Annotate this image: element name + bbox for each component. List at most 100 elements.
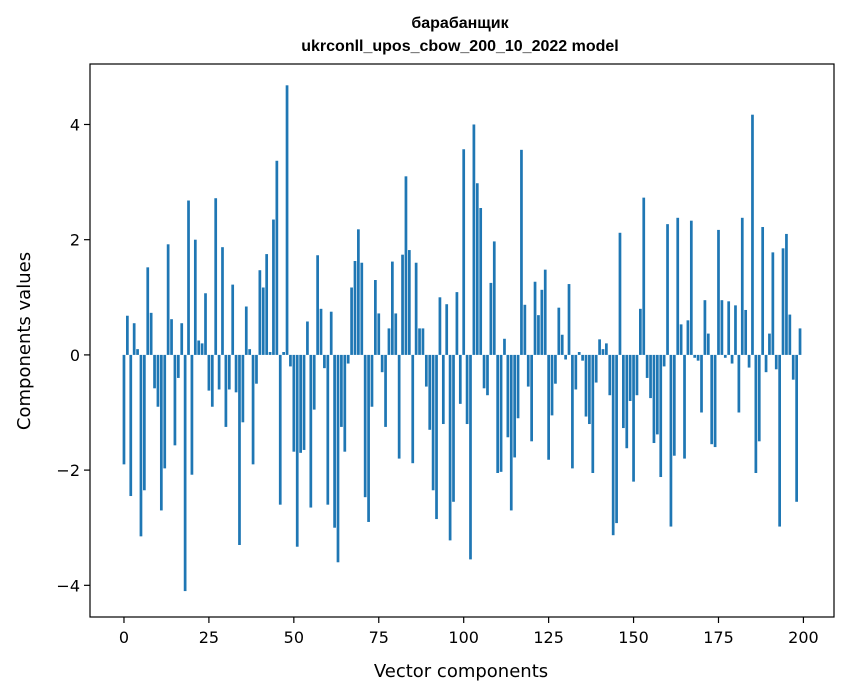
- y-tick-label: −2: [56, 461, 80, 480]
- bar: [187, 200, 190, 355]
- bar: [316, 255, 319, 355]
- bar: [227, 354, 231, 390]
- bar: [428, 354, 432, 430]
- bar: [601, 349, 605, 355]
- x-tick-label: 175: [703, 628, 734, 647]
- bar: [414, 262, 418, 355]
- bar: [261, 287, 265, 355]
- bar: [594, 354, 598, 383]
- bar: [761, 227, 765, 355]
- bar: [740, 217, 744, 355]
- bar: [302, 354, 306, 450]
- bar: [404, 176, 408, 355]
- bar: [645, 354, 649, 378]
- bar: [255, 354, 258, 384]
- bar: [224, 354, 228, 427]
- bar: [496, 354, 500, 473]
- bar: [649, 354, 652, 399]
- bar: [377, 313, 381, 355]
- bar: [309, 354, 313, 508]
- bar: [516, 354, 520, 419]
- bar: [652, 354, 656, 444]
- bar: [289, 354, 292, 367]
- bar: [520, 149, 523, 355]
- bar: [628, 354, 632, 401]
- bar: [560, 334, 564, 355]
- bar: [387, 328, 391, 355]
- bar: [689, 220, 693, 355]
- bar: [509, 354, 513, 511]
- bar: [411, 354, 415, 464]
- bar: [126, 315, 129, 355]
- bar: [639, 308, 642, 355]
- bar: [159, 354, 163, 511]
- bar: [720, 300, 724, 355]
- x-tick-label: 125: [533, 628, 564, 647]
- bar: [472, 124, 476, 355]
- y-tick-label: 0: [70, 346, 80, 365]
- bar: [584, 354, 588, 417]
- bar: [608, 354, 612, 396]
- bar: [754, 354, 758, 473]
- bar: [622, 354, 625, 429]
- bar: [129, 354, 133, 497]
- bar: [204, 293, 207, 355]
- bar: [374, 280, 377, 355]
- bar: [340, 354, 343, 427]
- bar: [166, 244, 170, 355]
- bar: [615, 354, 618, 524]
- bar: [642, 197, 646, 355]
- bar: [272, 219, 275, 355]
- bar: [662, 354, 666, 367]
- bar: [469, 354, 472, 560]
- plot-frame: [89, 63, 835, 618]
- chart-title-line1: барабанщик: [411, 15, 509, 32]
- x-axis-label: Vector components: [374, 661, 548, 682]
- bar: [248, 349, 252, 355]
- bar: [452, 354, 455, 502]
- bar: [679, 324, 683, 355]
- bar: [323, 354, 326, 369]
- bar: [611, 354, 615, 536]
- x-tick-label: 25: [199, 628, 219, 647]
- bar: [632, 354, 635, 482]
- y-tick-label: −4: [56, 576, 80, 595]
- bar: [295, 354, 299, 547]
- bar: [537, 315, 540, 355]
- ticks-group: 0 25 50 75 100 125 150 175 200 −4 −2 0 2 4: [56, 115, 818, 647]
- bar: [380, 354, 384, 373]
- bar: [574, 354, 578, 390]
- bar: [700, 354, 703, 413]
- bar: [751, 114, 754, 355]
- bar: [149, 312, 153, 355]
- bar: [418, 328, 421, 355]
- bar: [564, 354, 567, 360]
- bar: [785, 233, 788, 355]
- bar: [676, 217, 680, 355]
- bar: [360, 262, 364, 355]
- bar: [618, 232, 622, 355]
- bar: [391, 261, 394, 355]
- bars-group: [122, 85, 802, 592]
- bar: [326, 354, 330, 505]
- bar: [346, 354, 350, 364]
- bar: [231, 284, 235, 355]
- bar: [448, 354, 452, 541]
- bar: [136, 349, 139, 355]
- bar: [571, 354, 574, 469]
- bar: [591, 354, 595, 473]
- bar: [791, 354, 795, 380]
- bar: [407, 250, 411, 355]
- bar: [238, 354, 241, 545]
- bar: [503, 338, 506, 355]
- bar: [727, 301, 731, 355]
- bar: [214, 198, 218, 355]
- bar: [401, 254, 404, 355]
- x-tick-label: 150: [618, 628, 649, 647]
- bar: [703, 300, 707, 355]
- bar: [424, 354, 428, 387]
- bar: [795, 354, 798, 502]
- bar: [394, 313, 398, 355]
- bar: [625, 354, 629, 449]
